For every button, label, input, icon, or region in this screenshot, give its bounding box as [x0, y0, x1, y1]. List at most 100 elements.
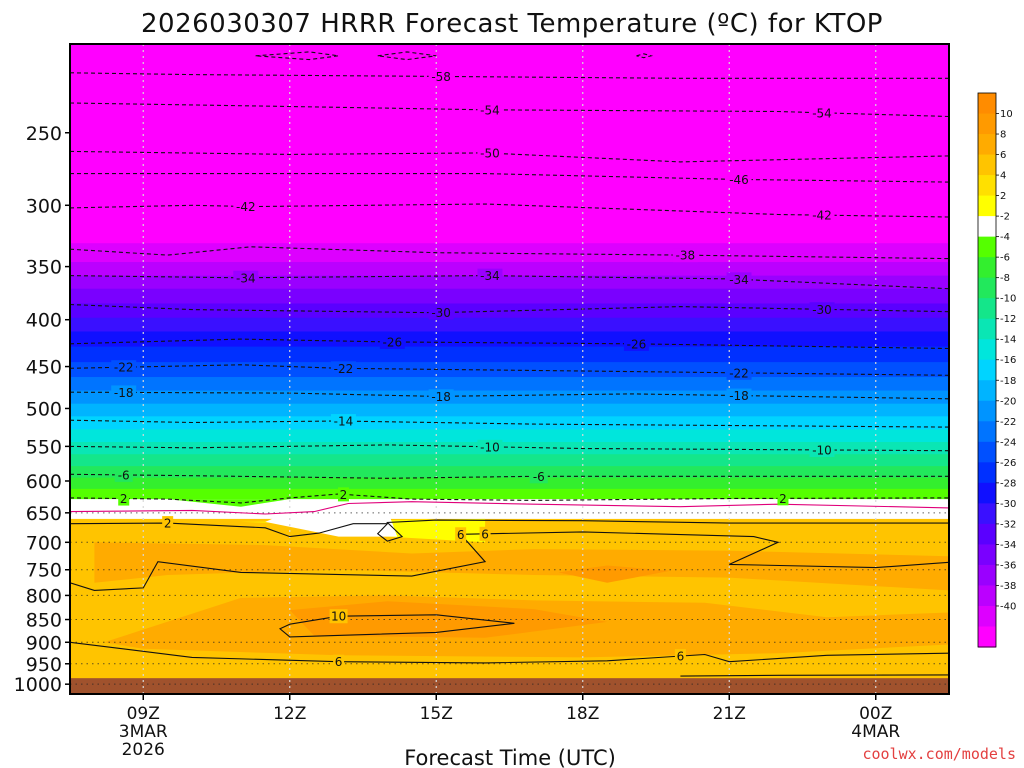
x-tick-label-5-0: 00Z	[859, 704, 892, 724]
isotherm-line-31	[460, 531, 949, 569]
temp-patch-5	[265, 499, 398, 537]
colorbar-tick-label-6: -4	[1000, 232, 1010, 243]
colorbar-swatch-23	[978, 564, 996, 587]
colorbar-swatch-6	[978, 216, 996, 238]
contour-label-8: -34	[236, 271, 256, 285]
colorbar-tick-label-20: -32	[1000, 519, 1016, 530]
isotherm-line-33	[278, 614, 515, 638]
contour-label-1: -54	[480, 103, 500, 117]
isotherm-line-39	[636, 53, 654, 59]
colorbar-swatch-0	[978, 93, 996, 115]
y-tick-label-1: 300	[26, 195, 62, 217]
temp-band-15	[70, 442, 949, 455]
colorbar-swatch-10	[978, 298, 996, 320]
x-tick-label-2-0: 15Z	[420, 704, 453, 724]
contour-label-bg-9	[477, 268, 503, 283]
contour-label-7: -38	[675, 249, 695, 263]
contour-label-bg-3	[477, 146, 503, 161]
temp-band-10	[70, 377, 949, 392]
colorbar-tick-label-12: -16	[1000, 355, 1016, 366]
colorbar-tick-label-16: -24	[1000, 437, 1016, 448]
isotherm-line-22	[70, 444, 949, 452]
contour-label-2: -54	[812, 106, 832, 120]
x-tick-label-0-2: 2026	[122, 740, 165, 760]
temperature-patches	[70, 499, 949, 658]
colorbar-swatch-14	[978, 380, 996, 402]
colorbar-swatch-3	[978, 154, 996, 176]
contour-label-0: -58	[431, 70, 451, 84]
contour-label-13: -26	[382, 335, 402, 349]
chart-title: 2026030307 HRRR Forecast Temperature (ºC…	[141, 9, 883, 39]
contour-label-25: -6	[533, 470, 545, 484]
temp-band-1	[70, 243, 949, 263]
contour-label-bg-15	[111, 360, 137, 375]
contour-labels: -58 -54 -54 -50 -46 -42 -42 -38 -34 -34 -34 -30 -30 -…	[111, 69, 835, 669]
y-tick-label-0: 250	[26, 123, 62, 145]
contour-label-bg-31	[479, 526, 491, 541]
x-tick-label-4-0: 21Z	[713, 704, 746, 724]
temp-band-13	[70, 416, 949, 430]
contour-label-31: 6	[481, 527, 489, 541]
isotherm-line-38	[377, 51, 437, 61]
contour-label-bg-2	[809, 105, 835, 120]
x-tick-label-3-0: 18Z	[566, 704, 599, 724]
colorbar-swatch-1	[978, 113, 996, 135]
colorbar-swatch-2	[978, 134, 996, 156]
y-tick-label-2: 350	[26, 257, 62, 279]
colorbar-tick-label-10: -12	[1000, 314, 1016, 325]
contour-label-bg-8	[233, 270, 259, 285]
colorbar-swatch-21	[978, 523, 996, 546]
isotherm-line-36	[680, 674, 949, 677]
colorbar: 10 8 6 4 2 -2 -4 -6 -8 -10 -12 -14 -16 -18 -20 -22 -24 -2…	[977, 92, 1016, 648]
colorbar-swatch-19	[978, 482, 996, 504]
temp-band-12	[70, 403, 949, 417]
x-tick-label-0-1: 3MAR	[119, 722, 168, 742]
contour-label-10: -34	[729, 273, 749, 287]
temp-band-16	[70, 454, 949, 467]
contour-label-24: -6	[118, 468, 130, 482]
contour-label-21: -14	[334, 415, 354, 429]
colorbar-tick-label-22: -36	[1000, 560, 1016, 571]
contour-label-bg-26	[118, 491, 130, 506]
colorbar-tick-label-1: 8	[1000, 130, 1006, 141]
y-tick-label-9: 700	[26, 532, 62, 554]
colorbar-tick-label-15: -22	[1000, 417, 1016, 428]
contour-label-20: -18	[729, 389, 749, 403]
contour-label-bg-10	[726, 272, 752, 287]
colorbar-tick-label-9: -10	[1000, 294, 1016, 305]
contour-label-bg-19	[428, 389, 454, 404]
y-axis: 2503003504004505005506006507007508008509…	[14, 123, 70, 696]
y-tick-label-5: 500	[26, 398, 62, 420]
contour-label-18: -18	[114, 386, 134, 400]
colorbar-tick-label-19: -30	[1000, 499, 1016, 510]
contour-label-bg-25	[529, 469, 548, 484]
y-tick-label-7: 600	[26, 471, 62, 493]
contour-label-26: 2	[120, 492, 128, 506]
contour-label-5: -42	[236, 200, 256, 214]
isotherm-line-7	[70, 246, 949, 260]
contour-label-bg-33	[329, 609, 348, 624]
y-tick-label-10: 750	[26, 560, 62, 582]
temp-patch-6	[70, 499, 290, 507]
contour-label-bg-0	[428, 69, 454, 84]
contour-label-6: -42	[812, 209, 832, 223]
colorbar-swatch-7	[978, 236, 996, 258]
colorbar-frame	[977, 92, 997, 648]
colorbar-swatch-20	[978, 503, 996, 525]
temp-band-14	[70, 429, 949, 443]
colorbar-swatch-9	[978, 277, 996, 299]
colorbar-swatch-13	[978, 359, 996, 381]
temp-band-18	[70, 477, 949, 490]
contour-label-11: -30	[431, 306, 451, 320]
contour-label-15: -22	[114, 361, 134, 375]
isotherm-line-24	[70, 473, 949, 479]
colorbar-swatch-25	[978, 605, 996, 628]
colorbar-tick-label-21: -34	[1000, 540, 1016, 551]
contour-label-12: -30	[812, 303, 832, 317]
contour-label-33: 10	[331, 610, 346, 624]
plot-area	[70, 44, 949, 694]
colorbar-swatch-24	[978, 585, 996, 607]
colorbar-tick-label-5: -2	[1000, 212, 1010, 223]
contour-label-bg-1	[477, 102, 503, 117]
